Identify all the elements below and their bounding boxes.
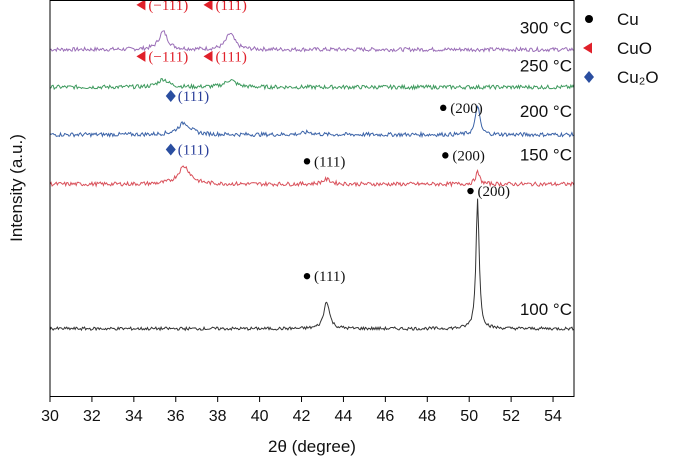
x-tick-label-9: 48 [418, 408, 436, 425]
legend-cu2o-marker [584, 71, 594, 83]
cuo-marker-3 [203, 50, 213, 62]
x-ticks: 30 32 34 36 38 40 42 44 46 48 50 52 54 [41, 396, 562, 425]
cu-marker-8 [442, 152, 449, 159]
temperature-label-0: 300 °C [520, 19, 572, 38]
cu-marker-9 [467, 187, 474, 195]
x-tick-label-1: 32 [83, 408, 101, 425]
series-line-1 [49, 78, 575, 91]
series-line-0 [49, 30, 575, 53]
peak-label-6: (111) [178, 142, 209, 158]
peak-label-4: (111) [178, 89, 209, 105]
x-tick-label-12: 54 [544, 408, 562, 425]
temperature-label-1: 250 °C [520, 56, 572, 75]
annotation-layer: (−111) (111) (−111) (111) (111) (200) (111) (11… [136, 0, 510, 285]
legend-cu2o-label: Cu₂O [617, 68, 659, 87]
legend-cuo-marker [583, 42, 592, 54]
series-line-4 [49, 198, 575, 332]
cuo-marker-1 [203, 0, 213, 11]
x-tick-label-5: 40 [251, 408, 269, 425]
x-axis-title: 2θ (degree) [268, 437, 356, 456]
axes: 30 32 34 36 38 40 42 44 46 48 50 52 54 [41, 0, 575, 425]
peak-label-2: (−111) [148, 49, 188, 65]
cuo-marker-0 [136, 0, 146, 11]
temperature-label-4: 100 °C [520, 300, 572, 319]
temperature-label-2: 200 °C [520, 102, 572, 121]
cu-marker-10 [303, 272, 311, 280]
x-tick-label-8: 46 [376, 408, 394, 425]
x-tick-label-7: 44 [335, 408, 353, 425]
cuo-marker-2 [136, 50, 146, 62]
cu-marker-7 [303, 158, 311, 165]
series-line-3 [49, 165, 575, 188]
peak-label-10: (111) [314, 269, 345, 285]
legend: Cu CuO Cu₂O [583, 10, 659, 87]
x-tick-label-0: 30 [41, 408, 59, 425]
peak-label-1: (111) [215, 0, 246, 14]
series-layer [49, 30, 575, 332]
temperature-labels: 300 °C 250 °C 200 °C 150 °C 100 °C [520, 19, 572, 319]
peak-label-3: (111) [215, 49, 246, 65]
temperature-label-3: 150 °C [520, 145, 572, 164]
cu-marker-5 [440, 104, 447, 112]
x-tick-label-3: 36 [167, 408, 185, 425]
legend-cu-marker [585, 15, 593, 23]
x-tick-label-2: 34 [125, 408, 143, 425]
x-tick-label-11: 52 [502, 408, 520, 425]
cu2o-marker-6 [165, 143, 176, 156]
x-tick-label-6: 42 [293, 408, 311, 425]
y-axis-title: Intensity (a.u.) [7, 134, 26, 242]
peak-label-0: (−111) [148, 0, 188, 14]
peak-label-8: (200) [452, 148, 485, 164]
x-tick-label-10: 50 [460, 408, 478, 425]
x-tick-label-4: 38 [209, 408, 227, 425]
legend-cuo-label: CuO [617, 39, 652, 58]
plot-frame [49, 0, 575, 397]
cu2o-marker-4 [165, 89, 176, 102]
peak-label-9: (200) [477, 184, 510, 200]
series-line-2 [49, 105, 575, 139]
legend-cu-label: Cu [617, 10, 639, 29]
peak-label-5: (200) [450, 101, 483, 117]
peak-label-7: (111) [314, 154, 345, 170]
